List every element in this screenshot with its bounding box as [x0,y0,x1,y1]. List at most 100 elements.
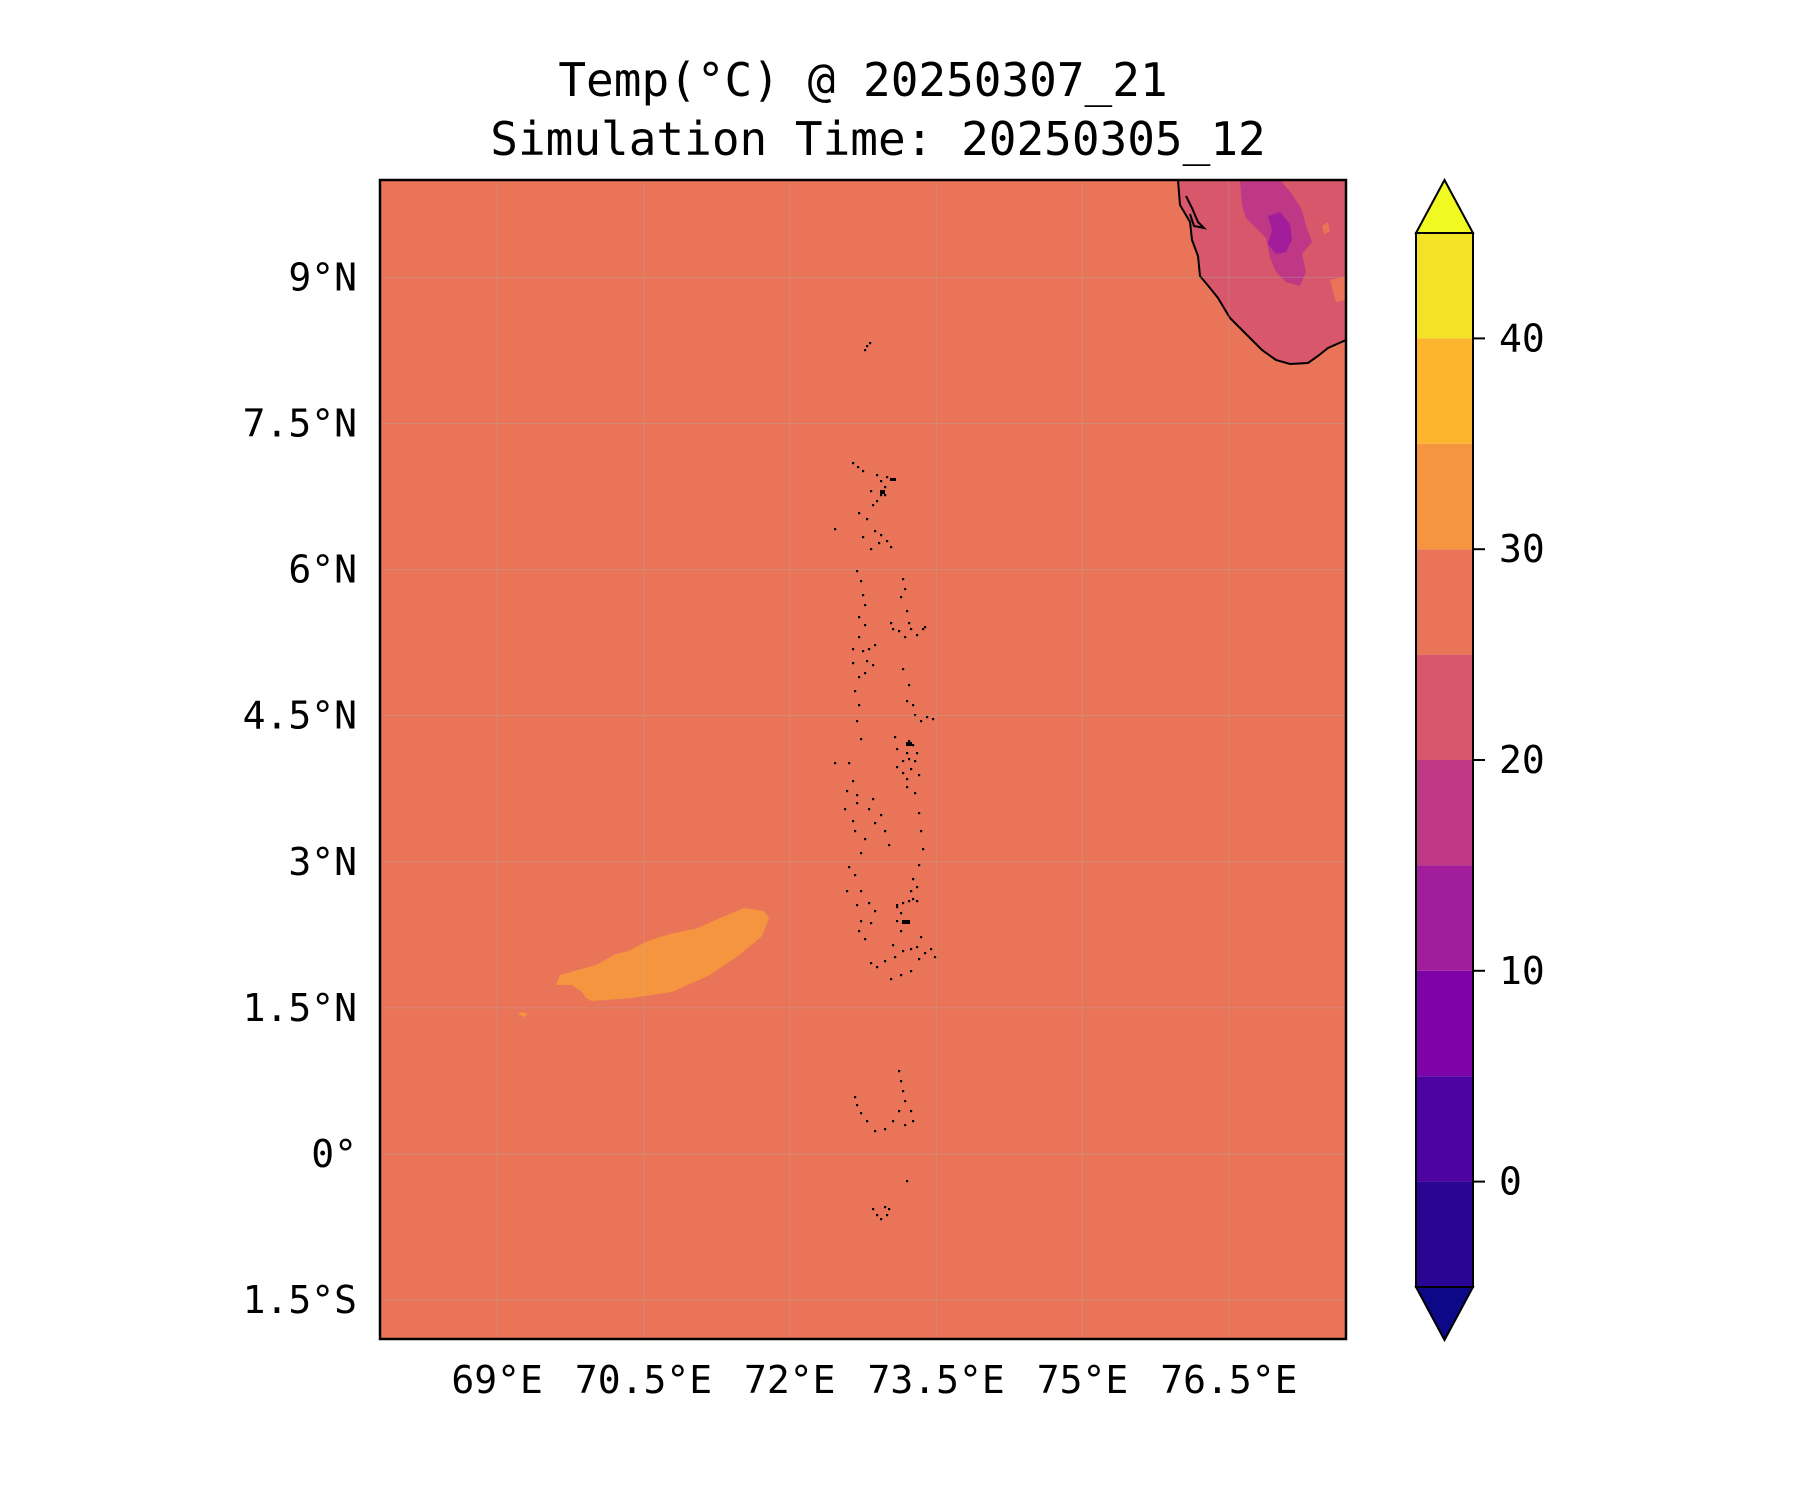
atoll-island [874,910,877,913]
atoll-island [868,902,871,905]
atoll-island [906,752,909,755]
colorbar-level-1 [1416,1076,1473,1182]
y-tick-label: 0° [311,1132,357,1176]
atoll-island [896,766,899,769]
atoll-island [916,752,919,755]
atoll-island [860,1112,863,1115]
atoll-island [860,852,863,855]
atoll-island [910,628,913,631]
atoll-island [858,616,861,619]
atoll-island [894,736,897,739]
atoll-island [902,760,905,763]
colorbar-tick-label: 30 [1499,527,1545,571]
atoll-island [920,720,923,723]
x-tick-label: 72°E [744,1358,836,1402]
atoll-island [880,534,883,537]
atoll-island [874,1130,877,1133]
atoll-island [886,476,889,479]
y-tick-label: 4.5°N [243,694,357,738]
atoll-island [918,812,921,815]
atoll-island [916,946,919,949]
atoll-island [906,778,909,781]
atoll-island [872,504,875,507]
x-tick-label: 76.5°E [1160,1358,1297,1402]
atoll-island [904,1100,907,1103]
atoll-island [870,548,873,551]
x-tick-label: 69°E [451,1358,543,1402]
atoll-island [862,536,865,539]
atoll-island [920,936,923,939]
land-contour-10-15C [1268,212,1292,254]
y-tick-label: 1.5°N [243,986,357,1030]
atoll-island [876,966,879,969]
atoll-island [848,762,851,765]
longitude-axis: 69°E 70.5°E 72°E 73.5°E 75°E 76.5°E [451,1358,1297,1402]
atoll-island [924,952,927,955]
atoll-island [916,634,919,637]
atoll-island [910,890,913,893]
warm-patch-contour-small [518,1012,528,1017]
atoll-island [934,956,937,959]
atoll-island [914,760,917,763]
atoll-island [884,1128,887,1131]
atoll-island [870,962,873,965]
colorbar-tick-label: 0 [1499,1160,1522,1204]
atoll-island [854,690,857,693]
atoll-island [856,802,859,805]
atoll-island [864,938,867,941]
atoll-island [906,700,909,703]
maldives-atolls [834,342,937,1221]
atoll-island [884,486,887,489]
colorbar-tick-label: 20 [1499,738,1545,782]
atoll-island [869,342,872,345]
atoll-island [894,956,897,959]
atoll-island [846,890,849,893]
atoll-island [884,830,887,833]
atoll-island [858,512,861,515]
atoll-island [912,704,915,707]
atoll-island [906,1180,909,1183]
atoll-island [872,664,875,667]
coastline-inlet [1185,195,1208,230]
atoll-island [886,1214,889,1217]
atoll-island [922,848,925,851]
warm-patch-contour [556,908,769,1001]
atoll-island [864,624,867,627]
atoll-island [892,944,895,947]
atoll-island [914,714,917,717]
map-background-temperature-field [380,180,1346,1339]
colorbar-level-7 [1416,443,1473,550]
atoll-island [848,866,851,869]
atoll-island [886,540,889,543]
colorbar-extend-max [1414,177,1475,234]
x-tick-label: 73.5°E [868,1358,1005,1402]
atoll-island [896,904,899,907]
atoll-island [862,650,865,653]
atoll-island [912,744,915,747]
atoll-island [910,948,913,951]
atoll-island [852,820,855,823]
atoll-island [904,1124,907,1127]
atoll-island [904,588,907,591]
atoll-island [876,500,879,503]
atoll-island [890,622,893,625]
atoll-island [852,462,855,465]
atoll-island [860,890,863,893]
atoll-island [904,636,907,639]
atoll-island [896,748,899,751]
atoll-island [868,808,871,811]
atoll-island [878,542,881,545]
colorbar-level-9 [1416,233,1473,339]
atoll-island [900,596,903,599]
atoll-island [908,758,911,761]
atoll-island [902,950,905,953]
colorbar-tick-label: 40 [1499,316,1545,360]
atoll-island [916,886,919,889]
atoll-island [926,716,929,719]
atoll-island [866,1120,869,1123]
map-panel [380,180,1346,1339]
atoll-island [900,1080,903,1083]
atoll-island [910,768,913,771]
atoll-island [908,684,911,687]
